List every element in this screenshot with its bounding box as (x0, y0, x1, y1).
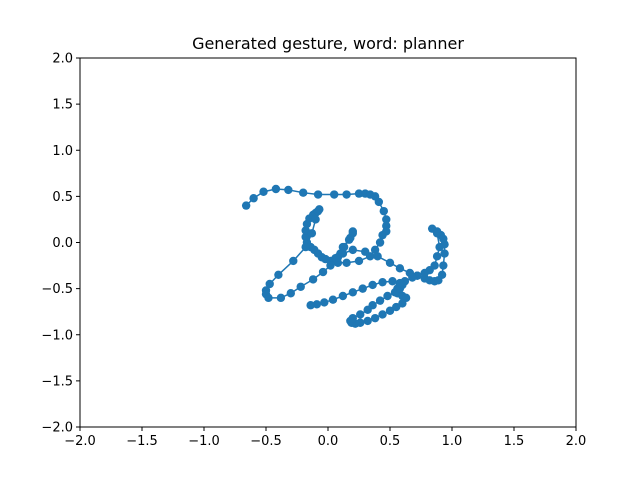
data-point (265, 279, 274, 289)
data-point (363, 316, 372, 326)
data-point (348, 288, 357, 297)
y-tick-label: 0.5 (52, 190, 73, 205)
x-tick-label: −0.5 (250, 434, 282, 449)
data-point (437, 270, 447, 279)
data-point (338, 291, 348, 301)
data-point (328, 295, 338, 304)
data-point (388, 277, 397, 286)
data-point (311, 215, 320, 224)
data-point (368, 301, 377, 310)
y-tick-label: 1.0 (52, 144, 73, 159)
data-point (378, 230, 387, 240)
data-point (385, 306, 395, 315)
data-point (315, 205, 324, 214)
y-tick-label: 0.0 (52, 236, 73, 251)
data-point (374, 197, 384, 207)
data-point (395, 278, 405, 288)
x-tick-label: −1.0 (188, 434, 220, 449)
data-point (312, 300, 322, 309)
data-point (307, 229, 317, 238)
data-point (348, 227, 357, 236)
data-point (432, 252, 442, 261)
data-point (342, 258, 351, 267)
data-point (420, 268, 429, 278)
data-point (358, 284, 367, 293)
data-point (375, 238, 385, 247)
data-point (395, 264, 405, 273)
data-point (354, 189, 364, 198)
data-point (379, 206, 388, 216)
x-tick-label: 0.5 (380, 434, 401, 449)
data-point (271, 184, 281, 194)
data-point (435, 242, 444, 252)
x-tick-label: 1.0 (442, 434, 463, 449)
data-point (348, 245, 357, 255)
data-point (344, 235, 354, 244)
data-point (361, 247, 370, 256)
data-point (368, 280, 377, 290)
data-point (318, 267, 328, 277)
data-point (378, 310, 387, 319)
data-point (439, 261, 448, 270)
data-point (276, 293, 286, 303)
data-point (264, 293, 273, 303)
data-point (326, 261, 335, 270)
data-point (432, 229, 442, 238)
x-tick-label: 0.0 (318, 434, 339, 449)
y-tick-label: −1.0 (41, 328, 73, 343)
y-tick-label: −1.5 (41, 374, 73, 389)
data-point (440, 249, 449, 258)
y-tick-label: −0.5 (41, 282, 73, 297)
data-point (330, 190, 339, 199)
data-point (241, 201, 251, 210)
data-point (382, 215, 391, 224)
data-point (320, 298, 329, 307)
y-axis-ticks: −2.0 −1.5 −1.0 −0.5 0.0 0.5 1.0 1.5 2.0 (41, 52, 80, 436)
data-point (373, 252, 382, 261)
plot-area (241, 184, 449, 328)
x-tick-label: 2.0 (566, 434, 587, 449)
data-point (378, 277, 387, 287)
data-point (392, 302, 401, 312)
data-point (296, 282, 305, 291)
data-point (398, 299, 407, 308)
data-point (348, 313, 357, 323)
data-point (383, 291, 392, 301)
data-point (259, 187, 268, 196)
data-point (342, 190, 351, 199)
x-axis-ticks: −2.0 −1.5 −1.0 −0.5 0.0 0.5 1.0 1.5 2.0 (64, 427, 586, 449)
data-point (249, 194, 258, 203)
data-point (274, 270, 283, 279)
data-point (308, 275, 318, 284)
data-point (375, 296, 385, 305)
x-tick-label: 1.5 (504, 434, 525, 449)
data-point (313, 190, 323, 199)
y-tick-label: 1.5 (52, 98, 73, 113)
data-point (301, 232, 310, 242)
y-tick-label: −2.0 (41, 421, 73, 436)
data-point (299, 188, 308, 197)
chart-title: Generated gesture, word: planner (192, 34, 464, 53)
data-point (354, 256, 364, 266)
data-point (408, 273, 417, 282)
data-point (306, 301, 315, 310)
data-point (370, 313, 380, 323)
data-point (286, 289, 295, 298)
axes-frame (79, 57, 577, 428)
data-point (370, 245, 380, 255)
data-point (289, 256, 298, 266)
data-point (301, 242, 310, 252)
data-point (339, 242, 349, 252)
x-tick-label: −1.5 (126, 434, 158, 449)
y-tick-label: 2.0 (52, 52, 73, 67)
data-point (385, 258, 395, 267)
data-point (338, 249, 348, 258)
data-point (356, 310, 365, 319)
data-point (284, 185, 293, 195)
x-tick-label: −2.0 (64, 434, 96, 449)
